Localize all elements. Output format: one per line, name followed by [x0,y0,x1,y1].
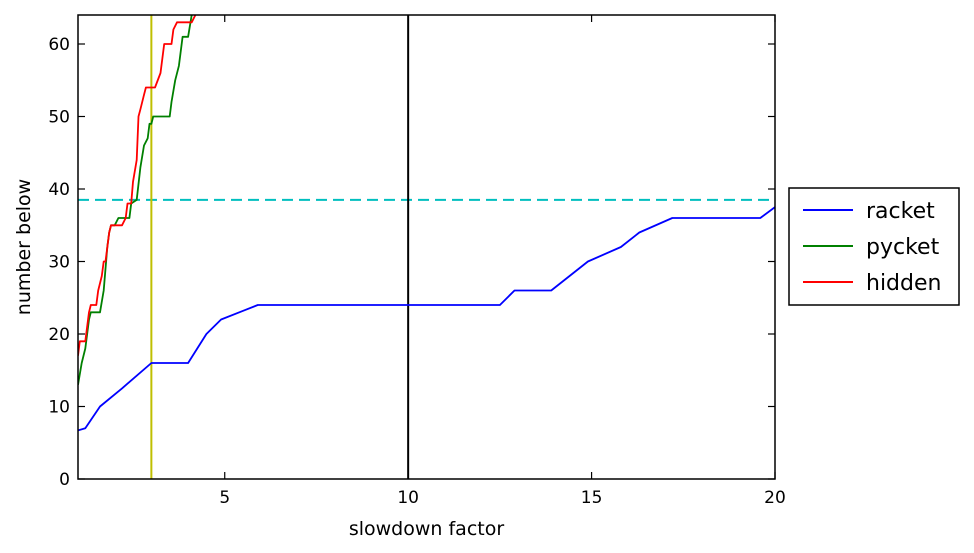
x-tick-label: 20 [764,488,786,508]
y-tick-label: 20 [48,325,70,345]
y-tick-label: 50 [48,108,70,128]
series-line-racket [78,206,775,432]
legend: racket pycket hidden [788,187,960,306]
y-tick-label: 40 [48,180,70,200]
plot-series [78,15,775,432]
legend-label-racket: racket [866,199,935,224]
y-tick-label: 0 [59,470,70,490]
plot-frame [77,14,776,480]
x-tick-label: 15 [581,488,603,508]
y-axis-label: number below [13,179,35,315]
series-line-pycket [78,15,193,385]
axis-ticks [78,15,776,480]
reference-lines [78,15,775,479]
x-tick-label: 10 [397,488,419,508]
y-tick-labels: 0 10 20 30 40 50 60 [48,35,70,490]
x-tick-label: 5 [219,488,230,508]
series-line-hidden [78,15,197,356]
y-tick-label: 10 [48,398,70,418]
y-tick-label: 60 [48,35,70,55]
x-axis-label: slowdown factor [349,518,505,540]
legend-label-pycket: pycket [866,235,940,260]
x-tick-labels: 5 10 15 20 [219,488,785,508]
legend-label-hidden: hidden [866,271,941,296]
y-tick-label: 30 [48,253,70,273]
